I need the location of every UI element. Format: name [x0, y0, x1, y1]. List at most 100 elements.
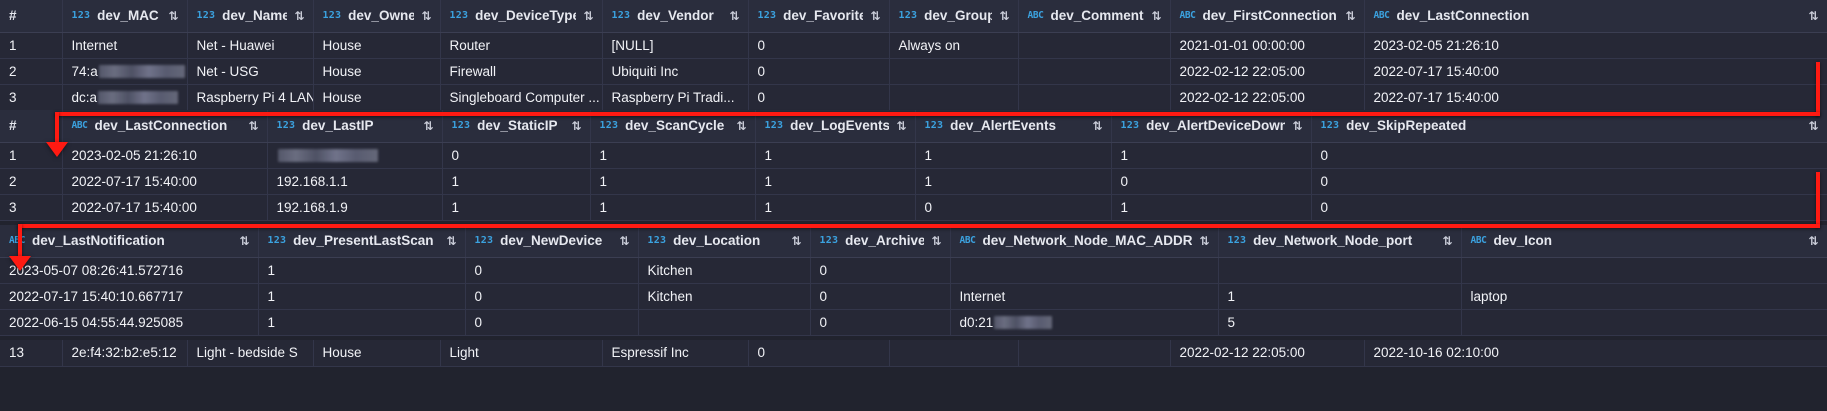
cell-dev-newdevice[interactable]: 0	[465, 283, 639, 310]
cell-dev-vendor[interactable]: Espressif Inc	[602, 340, 749, 367]
sort-toggle-icon[interactable]: ⇅	[294, 8, 304, 23]
cell-#[interactable]: 3	[0, 194, 63, 221]
sort-toggle-icon[interactable]: ⇅	[1808, 8, 1818, 23]
cell-dev-name[interactable]: Net - USG	[187, 58, 314, 85]
column-header-dev-alertevents[interactable]: 123 dev_AlertEvents ⇅	[915, 110, 1112, 143]
table-row[interactable]: 1 Internet Net - Huawei House Router [NULL] 0 A…	[0, 32, 1827, 59]
sort-toggle-icon[interactable]: ⇅	[446, 233, 456, 248]
cell-dev-comments[interactable]	[1018, 84, 1171, 111]
table-row[interactable]: 2 2022-07-17 15:40:00 192.168.1.1 1 1 1 1 0 0	[0, 168, 1827, 195]
cell-dev-mac[interactable]: dc:a	[62, 84, 188, 111]
cell-dev-favorite[interactable]: 0	[748, 84, 890, 111]
cell-dev-location[interactable]: Kitchen	[638, 257, 811, 284]
cell-dev-comments[interactable]	[1018, 58, 1171, 85]
table-section-2[interactable]: # ABC dev_LastConnection ⇅ 123 dev_LastIP ⇅ 123…	[0, 110, 1827, 221]
sort-toggle-icon[interactable]: ⇅	[1808, 118, 1818, 133]
table-row[interactable]: 1 2023-02-05 21:26:10 0 1 1 1 1 0	[0, 142, 1827, 169]
cell-dev-owner[interactable]: House	[313, 32, 441, 59]
cell-dev-vendor[interactable]: [NULL]	[602, 32, 749, 59]
cell-dev-staticip[interactable]: 1	[442, 168, 591, 195]
cell-dev-comments[interactable]	[1018, 340, 1171, 367]
sort-toggle-icon[interactable]: ⇅	[1151, 8, 1161, 23]
cell-dev-alertdevicedown[interactable]: 1	[1111, 194, 1312, 221]
cell-dev-devicetype[interactable]: Router	[440, 32, 603, 59]
table-row[interactable]: 2022-06-15 04:55:44.925085 1 0 0 d0:21 5	[0, 309, 1827, 336]
column-header-dev-devicetype[interactable]: 123 dev_DeviceType ⇅	[440, 0, 603, 33]
table-row[interactable]: 3 dc:a Raspberry Pi 4 LAN House Singleboard …	[0, 84, 1827, 111]
cell-dev-staticip[interactable]: 0	[442, 142, 591, 169]
cell-dev-scancycle[interactable]: 1	[590, 194, 756, 221]
sort-toggle-icon[interactable]: ⇅	[999, 8, 1009, 23]
cell-dev-skiprepeated[interactable]: 0	[1311, 142, 1827, 169]
column-header-dev-skiprepeated[interactable]: 123 dev_SkipRepeated ⇅	[1311, 110, 1827, 143]
sort-toggle-icon[interactable]: ⇅	[239, 233, 249, 248]
cell-dev-skiprepeated[interactable]: 0	[1311, 168, 1827, 195]
cell-dev-network-node-mac-addr[interactable]: d0:21	[950, 309, 1219, 336]
cell-dev-vendor[interactable]: Raspberry Pi Tradi...	[602, 84, 749, 111]
cell-dev-owner[interactable]: House	[313, 84, 441, 111]
cell-dev-network-node-mac-addr[interactable]: Internet	[950, 283, 1219, 310]
sort-toggle-icon[interactable]: ⇅	[1442, 233, 1452, 248]
cell-dev-alertdevicedown[interactable]: 1	[1111, 142, 1312, 169]
cell-dev-location[interactable]: Kitchen	[638, 283, 811, 310]
cell-dev-lastconnection[interactable]: 2022-07-17 15:40:00	[1364, 84, 1827, 111]
sort-toggle-icon[interactable]: ⇅	[421, 8, 431, 23]
cell-dev-firstconnection[interactable]: 2022-02-12 22:05:00	[1170, 340, 1365, 367]
sort-toggle-icon[interactable]: ⇅	[619, 233, 629, 248]
cell-dev-lastconnection[interactable]: 2023-02-05 21:26:10	[62, 142, 268, 169]
column-header-dev-firstconnection[interactable]: ABC dev_FirstConnection ⇅	[1170, 0, 1365, 33]
cell-dev-group[interactable]	[889, 58, 1019, 85]
cell-dev-mac[interactable]: Internet	[62, 32, 188, 59]
cell-dev-alertevents[interactable]: 1	[915, 168, 1112, 195]
cell-dev-favorite[interactable]: 0	[748, 58, 890, 85]
column-header-dev-mac[interactable]: 123 dev_MAC ⇅	[62, 0, 188, 33]
cell-dev-owner[interactable]: House	[313, 58, 441, 85]
cell-dev-logevents[interactable]: 1	[755, 194, 916, 221]
column-header-dev-favorite[interactable]: 123 dev_Favorite ⇅	[748, 0, 890, 33]
cell-dev-logevents[interactable]: 1	[755, 168, 916, 195]
cell-dev-name[interactable]: Net - Huawei	[187, 32, 314, 59]
cell-#[interactable]: 3	[0, 84, 63, 111]
cell-dev-archived[interactable]: 0	[810, 283, 951, 310]
cell-dev-group[interactable]: Always on	[889, 32, 1019, 59]
cell-dev-presentlastscan[interactable]: 1	[258, 283, 466, 310]
cell-#[interactable]: 1	[0, 32, 63, 59]
sort-toggle-icon[interactable]: ⇅	[729, 8, 739, 23]
cell-dev-name[interactable]: Raspberry Pi 4 LAN	[187, 84, 314, 111]
cell-dev-newdevice[interactable]: 0	[465, 257, 639, 284]
cell-dev-name[interactable]: Light - bedside S	[187, 340, 314, 367]
sort-toggle-icon[interactable]: ⇅	[1199, 233, 1209, 248]
column-header-dev-alertdevicedown[interactable]: 123 dev_AlertDeviceDown ⇅	[1111, 110, 1312, 143]
cell-dev-lastconnection[interactable]: 2022-10-16 02:10:00	[1364, 340, 1827, 367]
column-header-dev-vendor[interactable]: 123 dev_Vendor ⇅	[602, 0, 749, 33]
data-grid[interactable]: 13 2e:f4:32:b2:e5:12 Light - bedside S Hous…	[0, 340, 1827, 367]
table-row[interactable]: 13 2e:f4:32:b2:e5:12 Light - bedside S Hous…	[0, 340, 1827, 367]
column-header-dev-logevents[interactable]: 123 dev_LogEvents ⇅	[755, 110, 916, 143]
sort-toggle-icon[interactable]: ⇅	[583, 8, 593, 23]
sort-toggle-icon[interactable]: ⇅	[571, 118, 581, 133]
cell-dev-presentlastscan[interactable]: 1	[258, 257, 466, 284]
cell-#[interactable]: 13	[0, 340, 63, 367]
sort-toggle-icon[interactable]: ⇅	[870, 8, 880, 23]
cell-dev-location[interactable]	[638, 309, 811, 336]
cell-dev-lastip[interactable]: 192.168.1.1	[267, 168, 443, 195]
cell-dev-icon[interactable]	[1461, 309, 1827, 336]
column-header-dev-newdevice[interactable]: 123 dev_NewDevice ⇅	[465, 225, 639, 258]
cell-dev-owner[interactable]: House	[313, 340, 441, 367]
cell-dev-staticip[interactable]: 1	[442, 194, 591, 221]
column-header-dev-group[interactable]: 123 dev_Group ⇅	[889, 0, 1019, 33]
cell-#[interactable]: 2	[0, 58, 63, 85]
column-header-dev-archived[interactable]: 123 dev_Archived ⇅	[810, 225, 951, 258]
cell-dev-lastconnection[interactable]: 2022-07-17 15:40:00	[1364, 58, 1827, 85]
cell-dev-lastconnection[interactable]: 2022-07-17 15:40:00	[62, 194, 268, 221]
cell-dev-group[interactable]	[889, 84, 1019, 111]
cell-dev-icon[interactable]: laptop	[1461, 283, 1827, 310]
cell-dev-presentlastscan[interactable]: 1	[258, 309, 466, 336]
cell-dev-icon[interactable]	[1461, 257, 1827, 284]
data-grid[interactable]: #123 dev_MAC ⇅ 123 dev_Name ⇅ 123 dev_Owner ⇅ 123…	[0, 0, 1827, 111]
cell-dev-favorite[interactable]: 0	[748, 32, 890, 59]
cell-dev-skiprepeated[interactable]: 0	[1311, 194, 1827, 221]
column-header-dev-lastip[interactable]: 123 dev_LastIP ⇅	[267, 110, 443, 143]
sort-toggle-icon[interactable]: ⇅	[1345, 8, 1355, 23]
column-header-dev-scancycle[interactable]: 123 dev_ScanCycle ⇅	[590, 110, 756, 143]
